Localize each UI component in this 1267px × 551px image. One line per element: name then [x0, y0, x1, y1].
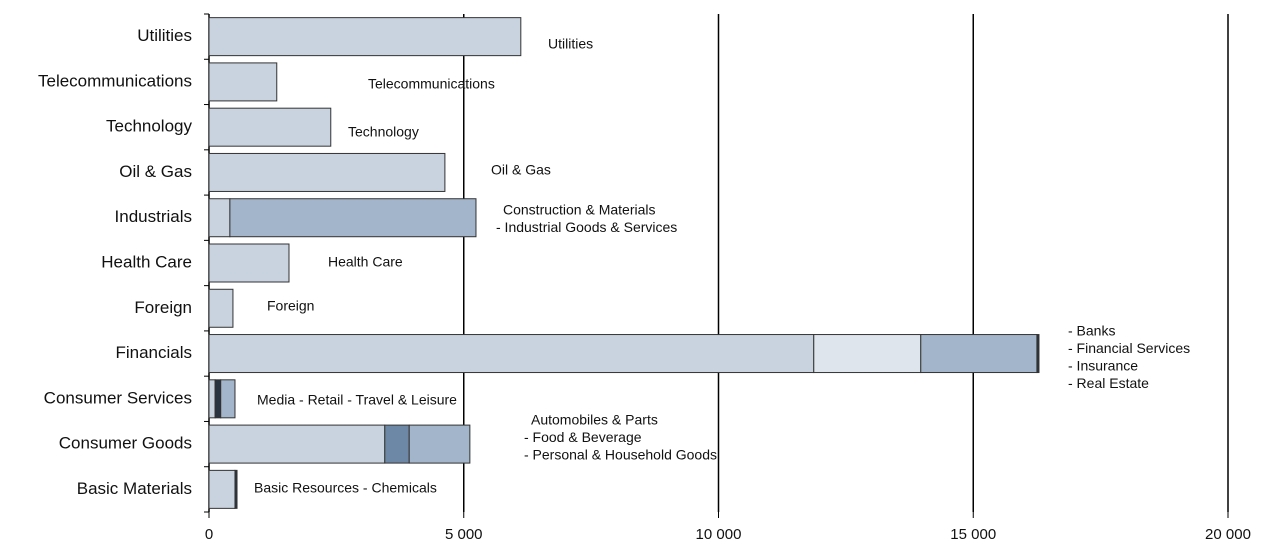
annotation: Telecommunications [368, 76, 495, 92]
y-tick-label: Utilities [137, 26, 192, 45]
bar-segment [208, 152, 446, 192]
y-tick-label: Industrials [115, 207, 192, 226]
x-tick-label: 5 000 [445, 526, 483, 543]
bar-segment [408, 424, 471, 464]
bar-segment [208, 379, 216, 419]
annotation: - Real Estate [1068, 375, 1149, 391]
annotation: Utilities [548, 36, 593, 52]
y-tick-label: Basic Materials [77, 479, 192, 498]
annotation: Technology [348, 124, 419, 140]
annotation: - Personal & Household Goods [524, 447, 717, 463]
annotation: Construction & Materials [503, 202, 656, 218]
bar-segment [384, 424, 410, 464]
bar-segment [208, 62, 278, 102]
y-tick-label: Technology [106, 117, 193, 136]
bar-segment [220, 379, 236, 419]
bar-segment [234, 469, 238, 509]
annotation: - Insurance [1068, 358, 1138, 374]
y-tick-label: Consumer Services [44, 388, 192, 407]
x-tick-label: 20 000 [1205, 526, 1251, 543]
bar-segment [208, 17, 522, 57]
y-tick-label: Foreign [134, 298, 192, 317]
bar-segment [920, 334, 1038, 374]
annotation: Media - Retail - Travel & Leisure [257, 392, 457, 408]
x-tick-label: 15 000 [950, 526, 996, 543]
bar-segment [214, 379, 222, 419]
x-tick-label: 10 000 [696, 526, 742, 543]
bar-segment [208, 334, 815, 374]
annotation: Basic Resources - Chemicals [254, 480, 437, 496]
bar-segment [208, 469, 236, 509]
bar-segment [208, 243, 290, 283]
annotation: Health Care [328, 254, 403, 270]
bar-segment [208, 424, 386, 464]
bar-segment [1036, 334, 1040, 374]
annotation: - Food & Beverage [524, 429, 642, 445]
y-tick-label: Oil & Gas [119, 162, 192, 181]
bar-segment [813, 334, 922, 374]
annotation: - Financial Services [1068, 340, 1190, 356]
annotation: Oil & Gas [491, 162, 551, 178]
y-tick-label: Health Care [101, 252, 192, 271]
x-tick-label: 0 [205, 526, 213, 543]
y-tick-label: Telecommunications [38, 71, 192, 90]
bar-segment [208, 198, 231, 238]
annotation: - Industrial Goods & Services [496, 219, 677, 235]
annotation: Automobiles & Parts [531, 412, 658, 428]
annotation: - Banks [1068, 323, 1115, 339]
bar-segment [208, 288, 234, 328]
annotation: Foreign [267, 298, 314, 314]
bar-segment [208, 107, 332, 147]
y-tick-label: Consumer Goods [59, 434, 192, 453]
y-tick-label: Financials [115, 343, 192, 362]
bar-segment [229, 198, 477, 238]
